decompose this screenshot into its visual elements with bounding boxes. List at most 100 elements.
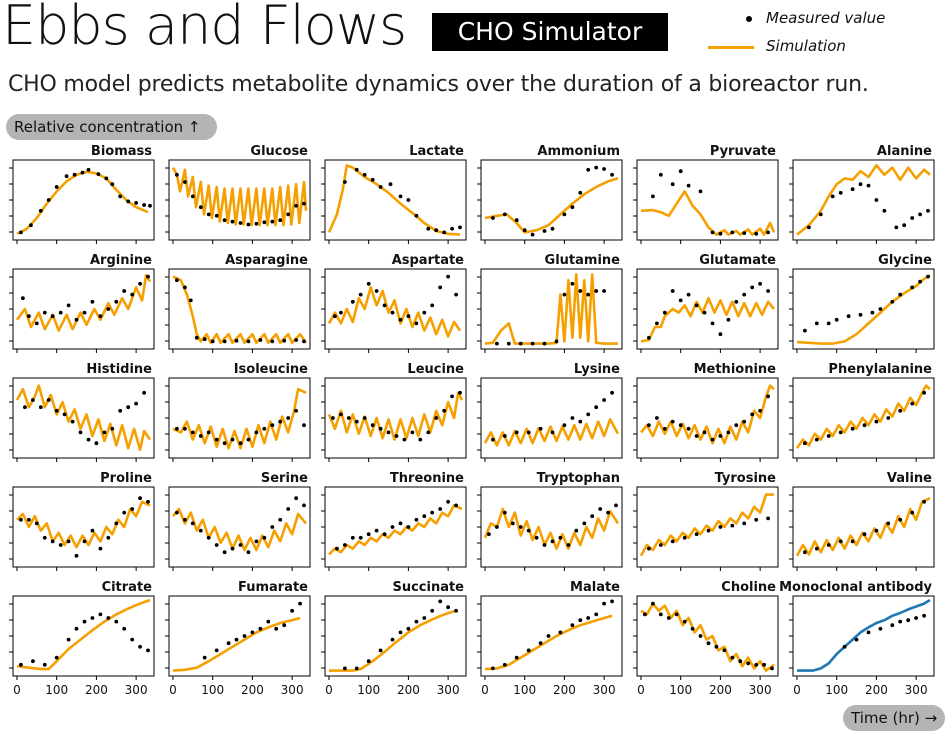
measured-point	[694, 303, 699, 308]
measured-point	[582, 521, 587, 526]
measured-point	[270, 339, 275, 344]
measured-point	[814, 437, 819, 442]
measured-point	[122, 510, 127, 515]
measured-point	[262, 220, 267, 225]
x-tick-label: 200	[241, 683, 264, 697]
simulation-line	[640, 296, 776, 343]
simulation-line	[328, 504, 463, 556]
measured-point	[138, 644, 143, 649]
measured-point	[491, 437, 495, 442]
measured-point	[906, 618, 911, 623]
measured-point	[38, 208, 43, 213]
measured-point	[246, 437, 251, 442]
measured-point	[406, 198, 411, 202]
measured-point	[31, 659, 35, 664]
app-badge: CHO Simulator	[432, 13, 668, 51]
measured-point	[754, 662, 759, 667]
measured-point	[651, 194, 655, 199]
measured-point	[242, 634, 247, 638]
measured-point	[702, 430, 707, 435]
measured-point	[126, 199, 131, 204]
measured-point	[578, 618, 583, 623]
measured-point	[106, 616, 111, 620]
measured-point	[734, 299, 739, 304]
legend-simulation-label: Simulation	[766, 37, 846, 55]
measured-point	[754, 231, 759, 236]
x-tick-label: 300	[749, 683, 772, 697]
measured-point	[21, 296, 25, 301]
measured-point	[542, 341, 547, 346]
simulation-line	[483, 418, 620, 447]
measured-point	[926, 274, 930, 279]
measured-point	[418, 437, 423, 442]
x-tick-label: 300	[125, 683, 148, 697]
measured-point	[134, 201, 139, 205]
measured-point	[842, 644, 847, 649]
measured-point	[882, 208, 887, 213]
measured-point	[78, 430, 83, 435]
measured-point	[42, 310, 47, 315]
x-tick-label: 200	[397, 683, 420, 697]
measured-point	[214, 543, 219, 547]
measured-point	[807, 225, 811, 230]
panel-frame	[480, 595, 623, 677]
measured-point	[874, 419, 879, 424]
measured-point	[46, 398, 51, 402]
measured-point	[730, 523, 735, 528]
simulation-line	[484, 614, 613, 671]
measured-point	[142, 203, 147, 207]
panel-title: Glutamate	[699, 253, 776, 268]
y-axis-pill[interactable]: Relative concentration ↑	[6, 114, 217, 140]
measured-point	[198, 434, 203, 438]
measured-point	[286, 416, 291, 420]
measured-point	[562, 292, 567, 297]
panel-title: Choline	[721, 580, 776, 595]
measured-point	[442, 408, 447, 413]
panel-frame	[324, 595, 467, 677]
measured-point	[502, 212, 507, 217]
measured-point	[718, 332, 723, 337]
measured-point	[274, 626, 279, 631]
measured-point	[58, 543, 63, 547]
measured-point	[54, 185, 59, 189]
measured-point	[926, 208, 930, 213]
measured-point	[838, 190, 843, 195]
measured-point	[286, 212, 291, 217]
measured-point	[898, 517, 903, 522]
panel-frame	[168, 595, 311, 677]
measured-point	[382, 303, 387, 308]
measured-point	[222, 550, 227, 555]
measured-point	[29, 223, 33, 228]
measured-point	[374, 289, 379, 293]
panel-title: Biomass	[91, 144, 152, 159]
panel-title: Alanine	[877, 144, 932, 159]
measured-point	[898, 408, 903, 413]
measured-point	[122, 289, 127, 293]
panel-frame	[792, 268, 935, 350]
x-axis-pill[interactable]: Time (hr) →	[843, 705, 945, 731]
measured-point	[370, 177, 375, 182]
measured-point	[354, 167, 359, 172]
measured-point	[678, 423, 683, 428]
measured-point	[282, 623, 287, 628]
measured-point	[398, 317, 403, 322]
x-tick-label: 0	[325, 683, 333, 697]
measured-point	[647, 335, 651, 340]
simulation-line	[172, 616, 301, 672]
measured-point	[450, 226, 454, 231]
measured-point	[862, 532, 867, 537]
measured-point	[98, 546, 103, 551]
measured-point	[64, 174, 69, 179]
x-tick-label: 0	[793, 683, 801, 697]
measured-point	[458, 390, 462, 395]
simulation-line	[796, 164, 931, 236]
measured-point	[566, 543, 571, 547]
measured-point	[550, 226, 555, 231]
measured-point	[803, 441, 807, 446]
measured-point	[94, 441, 99, 446]
x-tick-label: 100	[669, 683, 692, 697]
measured-point	[526, 430, 531, 435]
measured-point	[226, 641, 231, 646]
measured-point	[19, 517, 23, 522]
measured-point	[858, 182, 863, 187]
